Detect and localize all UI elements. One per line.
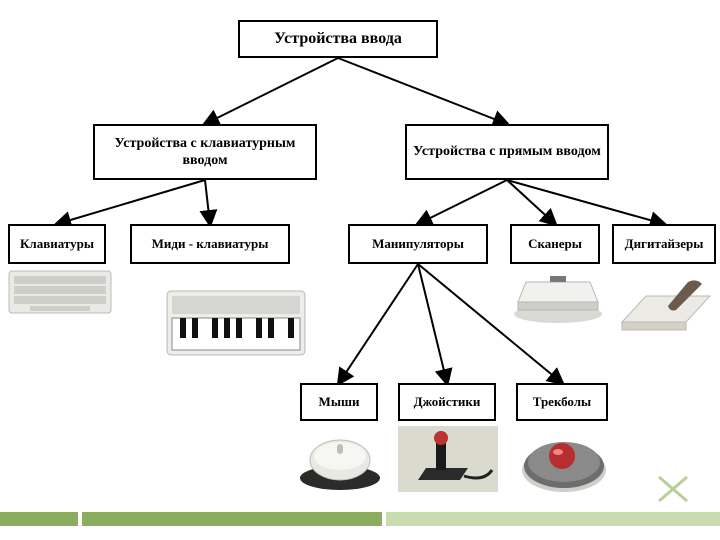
footer-bar [386,512,720,526]
node-digi: Дигитайзеры [612,224,716,264]
node-label: Мыши [319,394,360,410]
digitizer-thumb [616,276,716,344]
node-midi: Миди - клавиатуры [130,224,290,264]
footer-bar [0,512,78,526]
node-label: Устройства с прямым вводом [413,143,601,161]
midi-keyboard-thumb [166,290,306,356]
node-kbd: Клавиатуры [8,224,106,264]
node-label: Джойстики [414,394,481,410]
joystick-thumb [398,426,498,492]
node-label: Манипуляторы [372,236,464,252]
footer-bar [82,512,382,526]
node-kb-in: Устройства с клавиатурным вводом [93,124,317,180]
node-scan: Сканеры [510,224,600,264]
scanner-thumb [510,268,606,324]
node-manip: Манипуляторы [348,224,488,264]
node-label: Трекболы [533,394,591,410]
node-label: Дигитайзеры [625,236,704,252]
node-label: Сканеры [528,236,582,252]
mouse-thumb [296,426,384,492]
node-label: Миди - клавиатуры [152,236,269,252]
node-mouse: Мыши [300,383,378,421]
node-label: Клавиатуры [20,236,94,252]
node-joy: Джойстики [398,383,496,421]
node-dir-in: Устройства с прямым вводом [405,124,609,180]
node-label: Устройства ввода [274,29,402,49]
close-icon[interactable] [656,474,690,504]
node-track: Трекболы [516,383,608,421]
keyboard-thumb [8,270,112,314]
trackball-thumb [518,426,610,496]
node-label: Устройства с клавиатурным вводом [101,135,309,170]
node-root: Устройства ввода [238,20,438,58]
